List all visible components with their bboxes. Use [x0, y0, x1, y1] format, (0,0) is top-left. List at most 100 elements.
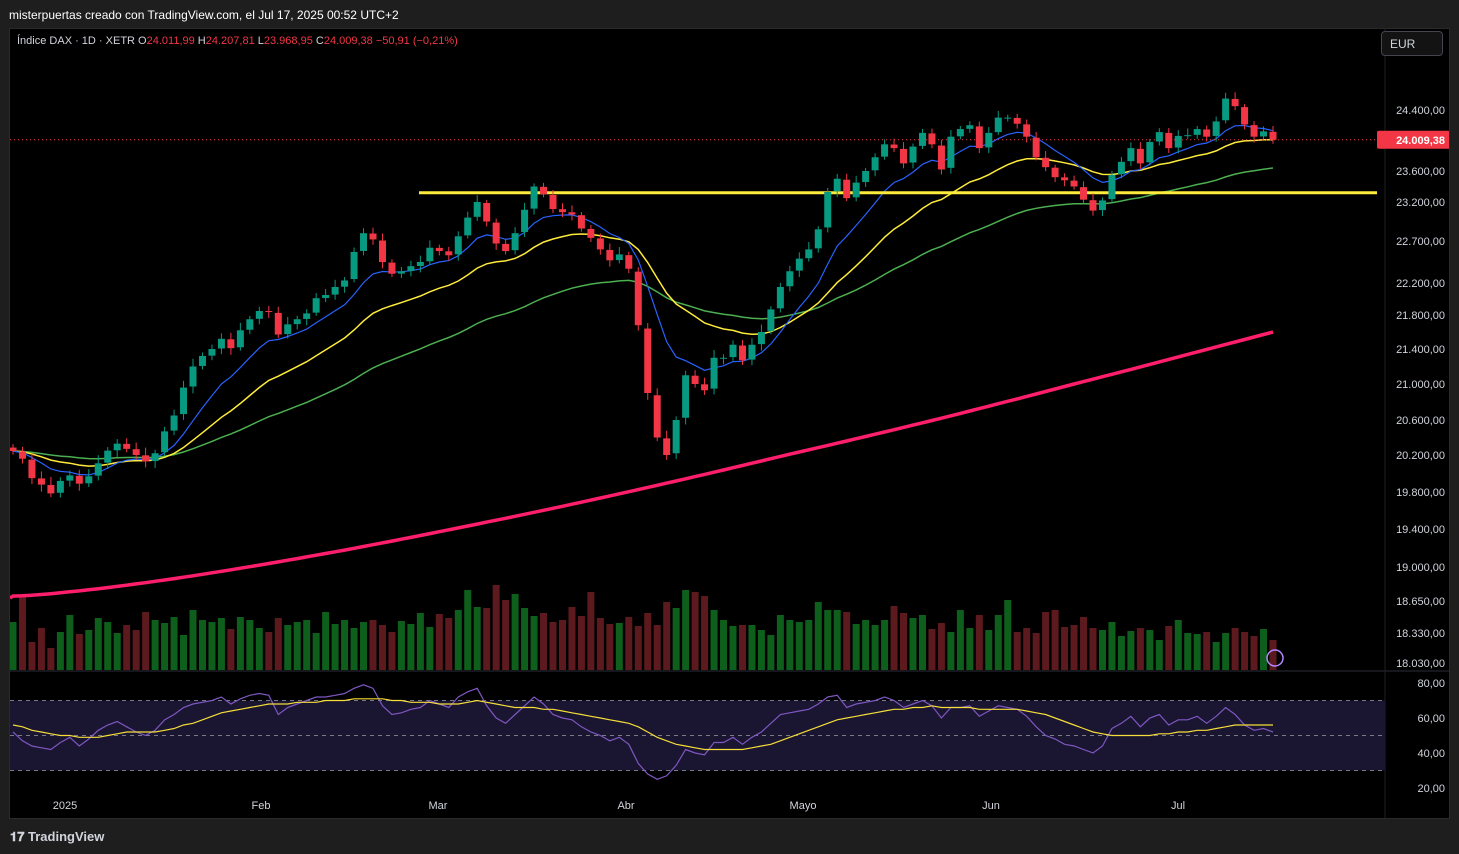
candle	[767, 306, 775, 335]
candle-body	[123, 443, 131, 449]
volume-bar	[265, 632, 273, 670]
candle	[161, 426, 169, 456]
candle-body	[407, 266, 415, 271]
candle-body	[378, 240, 386, 262]
volume-bar	[369, 620, 377, 670]
candle-body	[814, 229, 822, 249]
price-tick-label: 19.000,00	[1396, 562, 1445, 574]
candle	[303, 309, 311, 326]
candle-body	[10, 447, 17, 452]
candle	[416, 255, 424, 273]
candle-body	[170, 415, 178, 431]
volume-bar	[843, 612, 851, 670]
candle-body	[1174, 135, 1182, 148]
price-tick-label: 23.600,00	[1396, 166, 1445, 178]
candle	[985, 127, 993, 154]
volume-bar	[767, 635, 775, 670]
candle	[1136, 142, 1144, 170]
candle-body	[208, 349, 216, 356]
rsi-series	[12, 684, 1274, 780]
candle-body	[606, 249, 614, 261]
candle	[435, 244, 443, 256]
candle	[94, 455, 102, 481]
candle	[511, 227, 519, 255]
candle	[388, 259, 396, 278]
time-tick-label: Jun	[982, 800, 1000, 812]
candle	[255, 306, 263, 325]
volume-bar	[1212, 642, 1220, 670]
candle-body	[1089, 200, 1097, 211]
volume-bar	[672, 608, 680, 670]
candle-body	[521, 209, 529, 233]
rsi-tick-label: 40,00	[1417, 748, 1445, 760]
chart-frame[interactable]: 24.400,00 23.600,00 23.200,00 22.700,00 22.2…	[9, 28, 1450, 819]
candle-body	[445, 251, 453, 256]
candle	[871, 153, 879, 177]
volume-bar	[227, 629, 235, 670]
chart-canvas[interactable]: 24.400,00 23.600,00 23.200,00 22.700,00 22.2…	[10, 29, 1450, 819]
volume-bar	[303, 620, 311, 670]
candle-body	[66, 475, 74, 481]
candle	[1269, 125, 1277, 144]
candle	[502, 238, 510, 255]
candle	[1241, 104, 1249, 130]
volume-bar	[909, 618, 917, 670]
candle	[634, 267, 642, 331]
volume-bar	[1070, 625, 1078, 670]
price-tick-label: 20.200,00	[1396, 450, 1445, 462]
volume-bar	[464, 590, 472, 670]
candle-body	[1212, 121, 1220, 136]
volume-bar	[85, 630, 93, 670]
volume-bar	[786, 620, 794, 670]
volume-bar	[918, 615, 926, 670]
volume-bar	[1193, 634, 1201, 670]
volume-bar	[975, 615, 983, 670]
candle	[1070, 175, 1078, 190]
candle-body	[852, 182, 860, 198]
volume-bar	[341, 620, 349, 670]
candle-body	[644, 328, 652, 393]
candle	[492, 218, 500, 250]
volume-bar	[653, 625, 661, 670]
currency-button[interactable]: EUR	[1381, 31, 1443, 56]
candle-body	[1222, 98, 1230, 121]
candle	[549, 190, 557, 214]
candle-body	[217, 338, 225, 349]
candle	[189, 358, 197, 394]
candle	[1117, 156, 1125, 179]
volume-bar	[663, 602, 671, 670]
volume-bar	[738, 625, 746, 670]
candle	[284, 316, 292, 339]
volume-bar	[170, 617, 178, 670]
volume-bar	[435, 614, 443, 670]
volume-bar	[454, 610, 462, 670]
volume-bar	[132, 630, 140, 670]
volume-bar	[625, 617, 633, 670]
volume-bar	[161, 623, 169, 670]
candle	[928, 128, 936, 149]
volume-bar	[871, 625, 879, 670]
candle-body	[634, 271, 642, 326]
volume-bar	[360, 622, 368, 670]
candle	[454, 231, 462, 261]
candle-body	[862, 171, 870, 183]
candle-body	[388, 262, 396, 274]
candle-body	[540, 186, 548, 195]
volume-bar	[10, 622, 17, 670]
volume-bar	[1004, 600, 1012, 670]
volume-bar	[1089, 628, 1097, 670]
candle	[748, 338, 756, 366]
volume-bar	[710, 610, 718, 670]
candle	[862, 167, 870, 188]
candle-body	[568, 212, 576, 215]
tradingview-logo: 𝟏𝟕 TradingView	[10, 829, 104, 845]
candle-body	[966, 125, 974, 129]
volume-bar	[615, 623, 623, 670]
price-axis: 24.400,00 23.600,00 23.200,00 22.700,00 22.2…	[1266, 105, 1449, 795]
volume-bar	[1241, 632, 1249, 670]
price-tick-label: 18.030,00	[1396, 658, 1445, 670]
price-tick-label: 21.000,00	[1396, 379, 1445, 391]
candle-body	[587, 228, 595, 238]
candle-body	[890, 144, 898, 149]
volume-bar	[966, 628, 974, 670]
